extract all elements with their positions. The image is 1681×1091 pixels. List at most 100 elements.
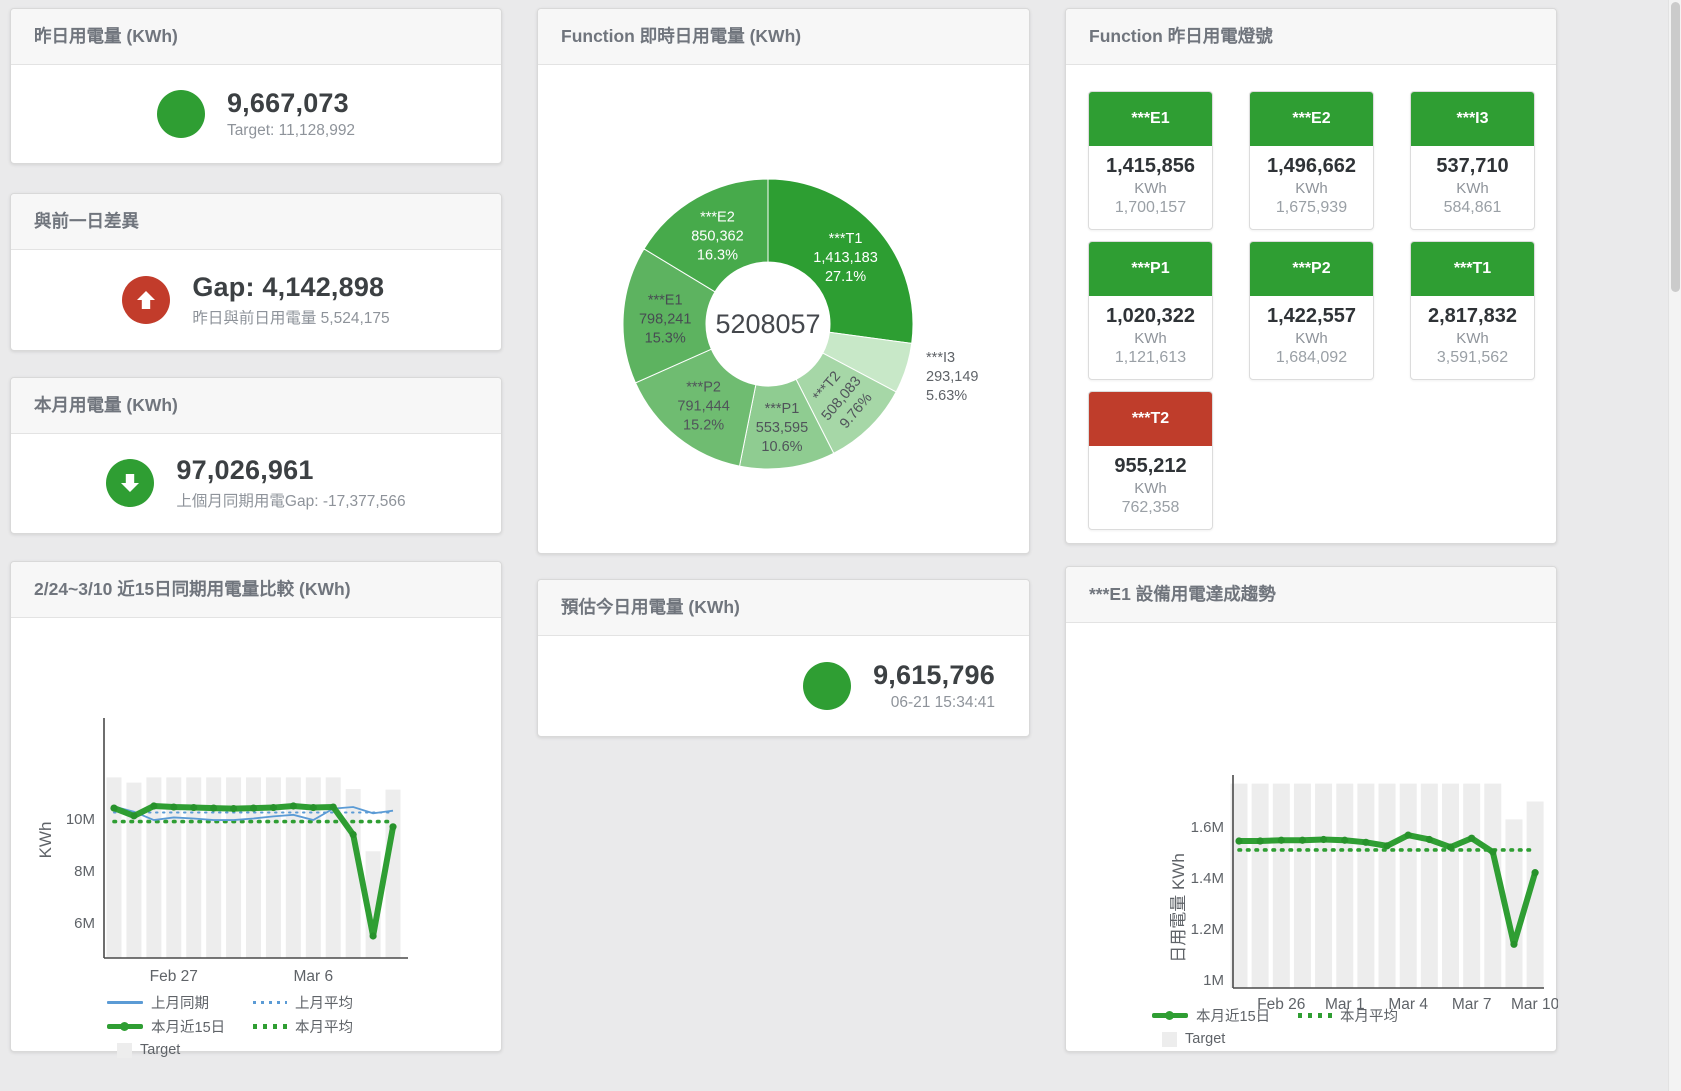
target-bar bbox=[166, 777, 182, 958]
target-bar bbox=[1378, 783, 1396, 988]
realtime-donut-chart[interactable]: ***T1 1,413,183 27.1%***I3 293,149 5.63%***T… bbox=[538, 65, 1031, 555]
legend-item[interactable]: 上月平均 bbox=[253, 992, 353, 1013]
light-tile-value: 1,415,856 bbox=[1106, 155, 1195, 177]
month-subtitle: 上個月同期用電Gap: -17,377,566 bbox=[176, 493, 406, 510]
donut-center-total: 5208057 bbox=[715, 309, 820, 339]
vertical-scrollbar[interactable] bbox=[1668, 0, 1681, 1091]
y-tick-label: 8M bbox=[74, 863, 95, 880]
series-marker bbox=[289, 802, 297, 810]
series-marker bbox=[1383, 842, 1391, 850]
y-tick-label: 6M bbox=[74, 915, 95, 932]
card-e1-trend: ***E1 設備用電達成趨勢 1M 1.2M 1.4M 1.6M 日用電量 KWh Feb… bbox=[1065, 566, 1560, 1053]
light-tile-unit: KWh bbox=[1295, 180, 1328, 197]
legend-label: 本月平均 bbox=[295, 1020, 353, 1036]
series-marker bbox=[1489, 848, 1497, 856]
target-bar bbox=[1526, 801, 1544, 988]
light-tile[interactable]: ***E1 1,415,856 KWh 1,700,157 bbox=[1088, 91, 1213, 230]
light-tile-body: 1,415,856 KWh 1,700,157 bbox=[1089, 146, 1212, 229]
legend-label: 本月近15日 bbox=[1196, 1009, 1271, 1025]
series-marker bbox=[1425, 835, 1433, 844]
legend-item[interactable]: Target bbox=[107, 1042, 253, 1058]
light-tile[interactable]: ***P1 1,020,322 KWh 1,121,613 bbox=[1088, 241, 1213, 380]
compare-line-chart[interactable]: 6M 8M 10M KWh Feb 27 Mar 6 bbox=[11, 618, 503, 1053]
legend-label: Target bbox=[1185, 1031, 1226, 1047]
legend-item[interactable]: 本月近15日 bbox=[107, 1016, 253, 1037]
card-month-title: 本月用電量 (KWh) bbox=[11, 378, 501, 434]
light-tile-target: 584,861 bbox=[1443, 199, 1502, 216]
green-status-circle-icon bbox=[803, 661, 852, 710]
light-tile-status-header: ***T1 bbox=[1411, 242, 1534, 296]
light-tile-target: 1,700,157 bbox=[1114, 199, 1187, 216]
x-tick-label: Feb 27 bbox=[150, 968, 198, 985]
yesterday-target-label: Target: 11,128,992 bbox=[226, 121, 356, 139]
light-tile[interactable]: ***P2 1,422,557 KWh 1,684,092 bbox=[1249, 241, 1374, 380]
light-tiles-grid: ***E1 1,415,856 KWh 1,700,157 ***E2 1,496,662… bbox=[1066, 65, 1556, 530]
series-marker bbox=[329, 803, 337, 811]
donut-slice-label: ***E1 798,241 15.3% bbox=[639, 292, 691, 346]
compare-chart-legend[interactable]: 上月同期 上月平均 本月近15日 本月平均 Target bbox=[107, 992, 353, 1060]
legend-swatch-dots-bold bbox=[1298, 1013, 1332, 1018]
target-bar bbox=[385, 789, 401, 958]
target-bar bbox=[106, 777, 122, 958]
series-marker bbox=[130, 812, 138, 820]
legend-swatch-box bbox=[1162, 1031, 1177, 1047]
y-tick-label: 1.2M bbox=[1191, 921, 1224, 938]
green-status-circle-icon bbox=[156, 89, 205, 138]
series-marker bbox=[150, 802, 158, 810]
yesterday-value: 9,667,073 bbox=[226, 87, 349, 118]
scrollbar-thumb[interactable] bbox=[1670, 2, 1680, 292]
month-value: 97,026,961 bbox=[176, 455, 314, 485]
light-tile-body: 2,817,832 KWh 3,591,562 bbox=[1411, 296, 1534, 379]
series-marker bbox=[1277, 836, 1285, 844]
series-marker bbox=[210, 804, 218, 812]
legend-label: 上月同期 bbox=[151, 996, 209, 1012]
x-tick-label: Mar 6 bbox=[293, 968, 333, 985]
y-tick-label: 10M bbox=[66, 811, 95, 828]
card-yesterday-usage: 昨日用電量 (KWh) 9,667,073 Target: 11,128,992 bbox=[10, 8, 502, 164]
light-tile[interactable]: ***T1 2,817,832 KWh 3,591,562 bbox=[1410, 241, 1535, 380]
target-bar bbox=[1463, 783, 1481, 988]
x-tick-label: Mar 7 bbox=[1452, 996, 1492, 1013]
series-marker bbox=[1341, 836, 1349, 844]
light-tile-unit: KWh bbox=[1456, 180, 1489, 197]
x-tick-label: Mar 4 bbox=[1388, 996, 1428, 1013]
series-marker bbox=[249, 804, 258, 812]
forecast-timestamp: 06-21 15:34:41 bbox=[890, 693, 995, 711]
target-bar bbox=[1357, 783, 1375, 988]
donut-slice-label: ***E2 850,362 16.3% bbox=[691, 209, 743, 263]
target-bar bbox=[126, 782, 142, 958]
donut-slice-E2[interactable] bbox=[643, 178, 769, 293]
light-tile-target: 1,684,092 bbox=[1275, 349, 1348, 366]
y-axis-label: 日用電量 KWh bbox=[1169, 853, 1188, 963]
donut-slice-label: ***P2 791,444 15.2% bbox=[677, 379, 729, 433]
legend-item[interactable]: 本月平均 bbox=[253, 1016, 353, 1037]
donut-slice-T1[interactable] bbox=[767, 178, 914, 344]
light-tile-body: 1,496,662 KWh 1,675,939 bbox=[1250, 146, 1373, 229]
light-tile-unit: KWh bbox=[1134, 480, 1167, 497]
series-marker bbox=[349, 831, 357, 839]
series-marker bbox=[1256, 837, 1264, 845]
light-tile-status-header: ***T2 bbox=[1089, 392, 1212, 446]
legend-swatch-box bbox=[117, 1042, 132, 1058]
legend-item[interactable]: 本月近15日 bbox=[1152, 1005, 1298, 1026]
light-tile[interactable]: ***E2 1,496,662 KWh 1,675,939 bbox=[1249, 91, 1374, 230]
legend-item[interactable]: Target bbox=[1152, 1031, 1298, 1047]
card-15day-compare: 2/24~3/10 近15日同期用電量比較 (KWh) 6M 8M 10M KWh Fe… bbox=[10, 561, 503, 1058]
light-tile[interactable]: ***T2 955,212 KWh 762,358 bbox=[1088, 391, 1213, 530]
legend-item[interactable]: 上月同期 bbox=[107, 992, 253, 1013]
series-marker bbox=[1235, 837, 1243, 845]
target-bar bbox=[1272, 783, 1290, 988]
x-tick-label: Mar 1 bbox=[1325, 996, 1365, 1013]
light-tile-value: 955,212 bbox=[1114, 455, 1187, 477]
card-lights-title: Function 昨日用電燈號 bbox=[1066, 9, 1556, 65]
light-tile-target: 3,591,562 bbox=[1436, 349, 1509, 366]
day-gap-subtitle: 昨日與前日用電量 5,524,175 bbox=[192, 309, 390, 327]
card-yesterday-lights: Function 昨日用電燈號 ***E1 1,415,856 KWh 1,700,1… bbox=[1065, 8, 1557, 544]
trend-chart-legend[interactable]: 本月近15日 本月平均 Target bbox=[1152, 1005, 1398, 1049]
card-yesterday-title: 昨日用電量 (KWh) bbox=[11, 9, 501, 65]
legend-item[interactable]: 本月平均 bbox=[1298, 1005, 1398, 1026]
light-tile[interactable]: ***I3 537,710 KWh 584,861 bbox=[1410, 91, 1535, 230]
forecast-kpi: 9,615,796 06-21 15:34:41 bbox=[538, 636, 1029, 735]
